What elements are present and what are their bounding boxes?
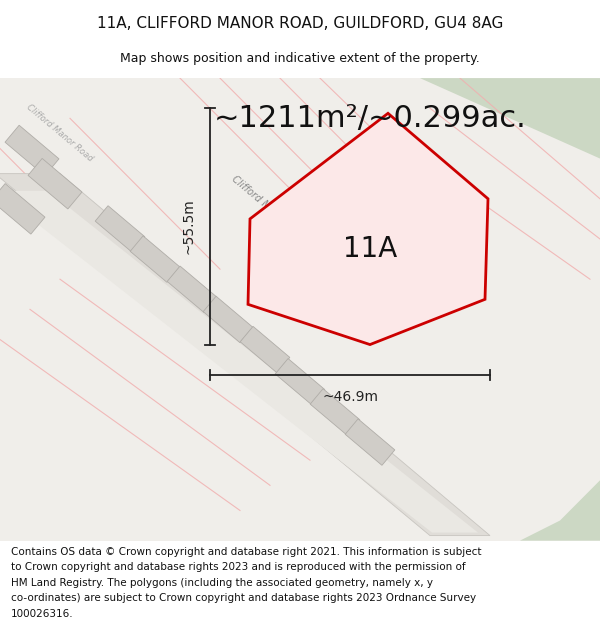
Polygon shape	[203, 296, 253, 343]
Text: 11A, CLIFFORD MANOR ROAD, GUILDFORD, GU4 8AG: 11A, CLIFFORD MANOR ROAD, GUILDFORD, GU4…	[97, 16, 503, 31]
Polygon shape	[0, 184, 45, 234]
Polygon shape	[248, 113, 488, 344]
Text: ~1211m²/~0.299ac.: ~1211m²/~0.299ac.	[214, 104, 526, 133]
Polygon shape	[130, 236, 180, 282]
Text: 11A: 11A	[343, 235, 397, 263]
Polygon shape	[167, 266, 217, 312]
Text: HM Land Registry. The polygons (including the associated geometry, namely x, y: HM Land Registry. The polygons (includin…	[11, 578, 433, 587]
Text: Contains OS data © Crown copyright and database right 2021. This information is : Contains OS data © Crown copyright and d…	[11, 546, 481, 556]
Text: Clifford Manor Road: Clifford Manor Road	[25, 103, 95, 164]
Polygon shape	[240, 326, 290, 372]
Text: ~46.9m: ~46.9m	[322, 390, 378, 404]
Polygon shape	[0, 174, 490, 536]
Text: Map shows position and indicative extent of the property.: Map shows position and indicative extent…	[120, 52, 480, 65]
Polygon shape	[345, 419, 395, 465]
Polygon shape	[310, 389, 360, 435]
Text: 100026316.: 100026316.	[11, 609, 73, 619]
Text: ~55.5m: ~55.5m	[181, 199, 195, 254]
Polygon shape	[5, 125, 59, 176]
Text: co-ordinates) are subject to Crown copyright and database rights 2023 Ordnance S: co-ordinates) are subject to Crown copyr…	[11, 593, 476, 603]
Polygon shape	[28, 158, 82, 209]
Polygon shape	[275, 359, 325, 405]
Polygon shape	[520, 480, 600, 541]
Polygon shape	[95, 206, 145, 252]
Polygon shape	[420, 78, 600, 159]
Text: Clifford Manor Road: Clifford Manor Road	[230, 174, 310, 244]
Polygon shape	[0, 191, 478, 532]
Text: to Crown copyright and database rights 2023 and is reproduced with the permissio: to Crown copyright and database rights 2…	[11, 562, 466, 572]
